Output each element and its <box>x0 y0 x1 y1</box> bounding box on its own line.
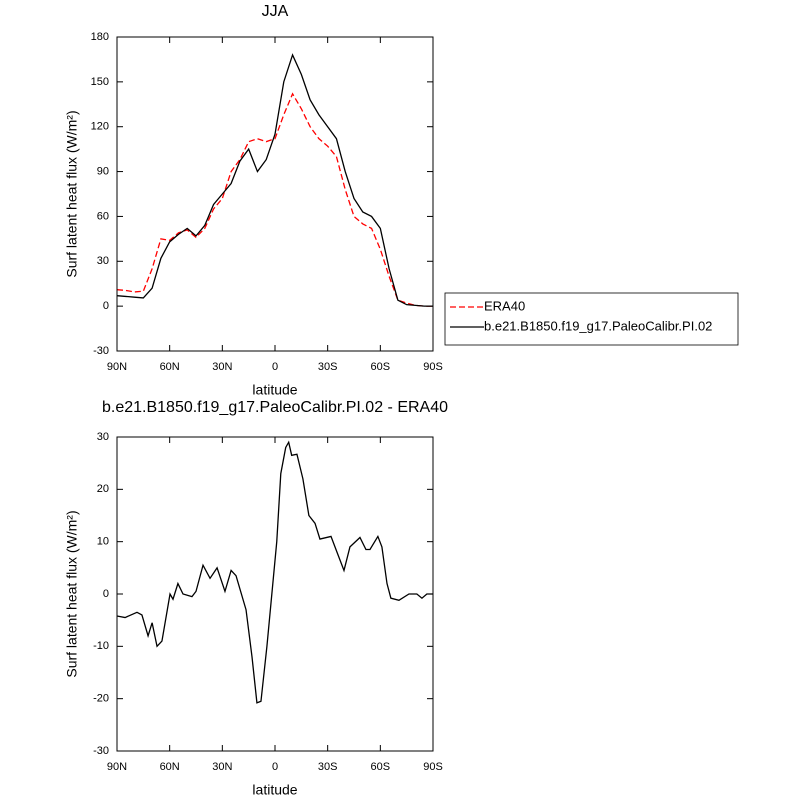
x-tick-label: 90S <box>423 361 443 373</box>
x-tick-label: 60S <box>371 361 391 373</box>
x-tick-label: 60N <box>160 361 180 373</box>
x-tick-label: 90S <box>423 761 443 773</box>
y-tick-label: 0 <box>103 588 109 600</box>
y-tick-label: -10 <box>93 640 109 652</box>
legend-label: b.e21.B1850.f19_g17.PaleoCalibr.PI.02 <box>484 318 712 333</box>
x-axis-label: latitude <box>252 782 297 798</box>
y-axis-label: Surf latent heat flux (W/m²) <box>64 110 80 277</box>
legend-label: ERA40 <box>484 298 525 313</box>
x-axis-label: latitude <box>252 382 297 398</box>
y-tick-label: 30 <box>97 431 109 443</box>
y-tick-label: 20 <box>97 483 109 495</box>
plot-frame <box>116 436 434 752</box>
y-tick-label: 150 <box>91 76 109 88</box>
x-tick-label: 30S <box>318 361 338 373</box>
x-tick-label: 90N <box>107 361 127 373</box>
x-tick-label: 60N <box>160 761 180 773</box>
y-tick-label: -30 <box>93 745 109 757</box>
data-line <box>116 53 433 307</box>
x-tick-label: 30S <box>318 761 338 773</box>
y-tick-label: -20 <box>93 693 109 705</box>
y-tick-label: 10 <box>97 536 109 548</box>
y-tick-label: 180 <box>91 31 109 43</box>
y-tick-label: 30 <box>97 255 109 267</box>
x-tick-label: 0 <box>272 361 278 373</box>
x-tick-label: 60S <box>371 761 391 773</box>
y-tick-label: 90 <box>97 165 109 177</box>
y-tick-label: -30 <box>93 345 109 357</box>
plot-frame <box>116 36 434 352</box>
x-tick-label: 30N <box>212 761 232 773</box>
x-tick-label: 90N <box>107 761 127 773</box>
chart-title: JJA <box>262 3 289 20</box>
y-tick-label: 60 <box>97 210 109 222</box>
y-tick-label: 120 <box>91 121 109 133</box>
chart-title: b.e21.B1850.f19_g17.PaleoCalibr.PI.02 - … <box>102 399 448 416</box>
x-tick-label: 0 <box>272 761 278 773</box>
data-line <box>116 92 433 307</box>
y-axis-label: Surf latent heat flux (W/m²) <box>64 510 80 677</box>
x-tick-label: 30N <box>212 361 232 373</box>
y-tick-label: 0 <box>103 300 109 312</box>
legend-box <box>444 292 739 346</box>
data-line <box>116 440 433 704</box>
